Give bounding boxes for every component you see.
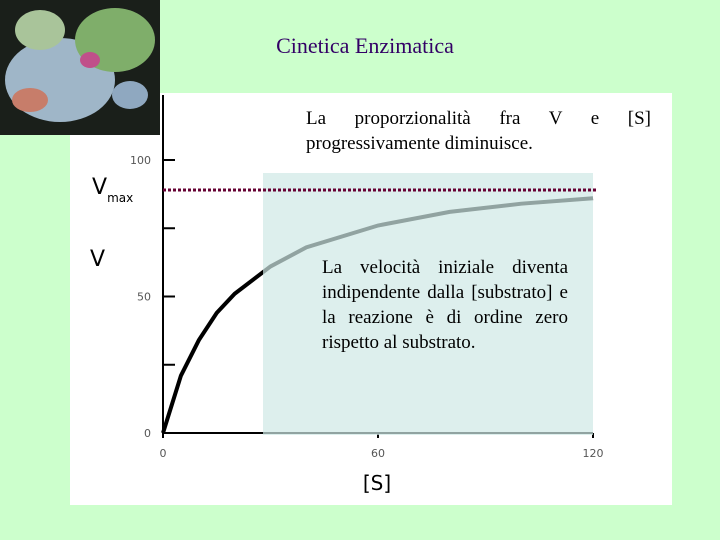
y-axis-label: V [90, 247, 105, 272]
x-tick-label: 60 [371, 447, 385, 460]
annotation: La proporzionalità fra V e [S] progressi… [306, 108, 651, 154]
molecule-image [0, 0, 160, 135]
vmax-label: Vmax [92, 175, 133, 205]
title: Cinetica Enzimatica [276, 33, 454, 58]
x-tick-label: 120 [583, 447, 604, 460]
y-tick-label: 50 [137, 291, 151, 304]
y-tick-label: 0 [144, 427, 151, 440]
x-axis-label: [S] [363, 471, 391, 495]
x-tick-label: 0 [160, 447, 167, 460]
vmax-symbol: V [92, 175, 107, 200]
annotation: La velocità iniziale diventa indipendent… [322, 257, 568, 353]
vmax-subscript: max [107, 191, 133, 205]
shaded-region [263, 173, 593, 435]
y-tick-label: 100 [130, 154, 151, 167]
